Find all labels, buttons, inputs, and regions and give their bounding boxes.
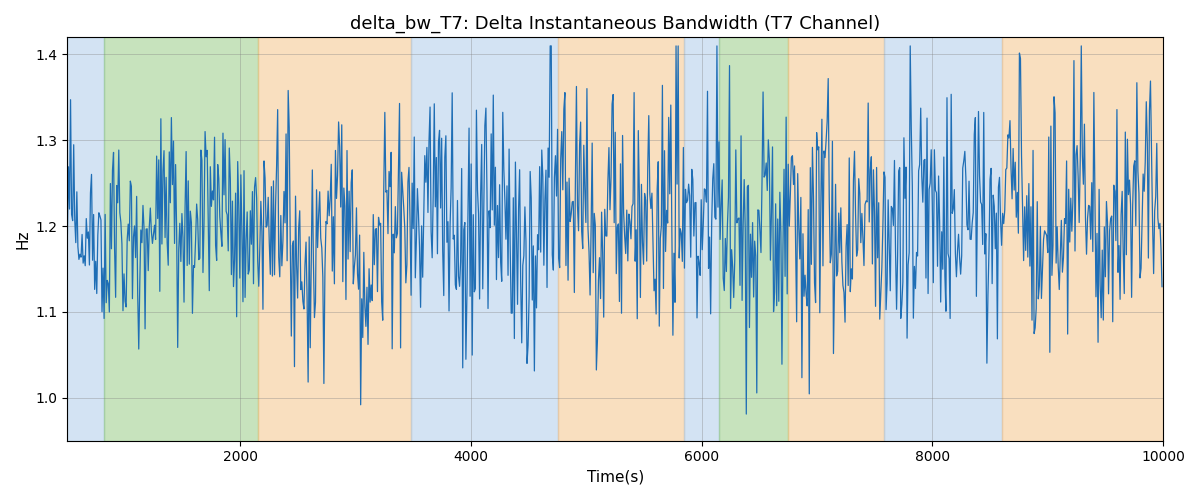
Bar: [67, 38, 104, 440]
Bar: [719, 38, 788, 440]
Bar: [104, 38, 258, 440]
Bar: [684, 38, 719, 440]
Bar: [412, 38, 558, 440]
Bar: [884, 38, 1002, 440]
X-axis label: Time(s): Time(s): [587, 470, 644, 485]
Bar: [258, 38, 412, 440]
Bar: [788, 38, 884, 440]
Bar: [1002, 38, 1175, 440]
Y-axis label: Hz: Hz: [16, 230, 30, 249]
Title: delta_bw_T7: Delta Instantaneous Bandwidth (T7 Channel): delta_bw_T7: Delta Instantaneous Bandwid…: [350, 15, 881, 34]
Bar: [558, 38, 684, 440]
